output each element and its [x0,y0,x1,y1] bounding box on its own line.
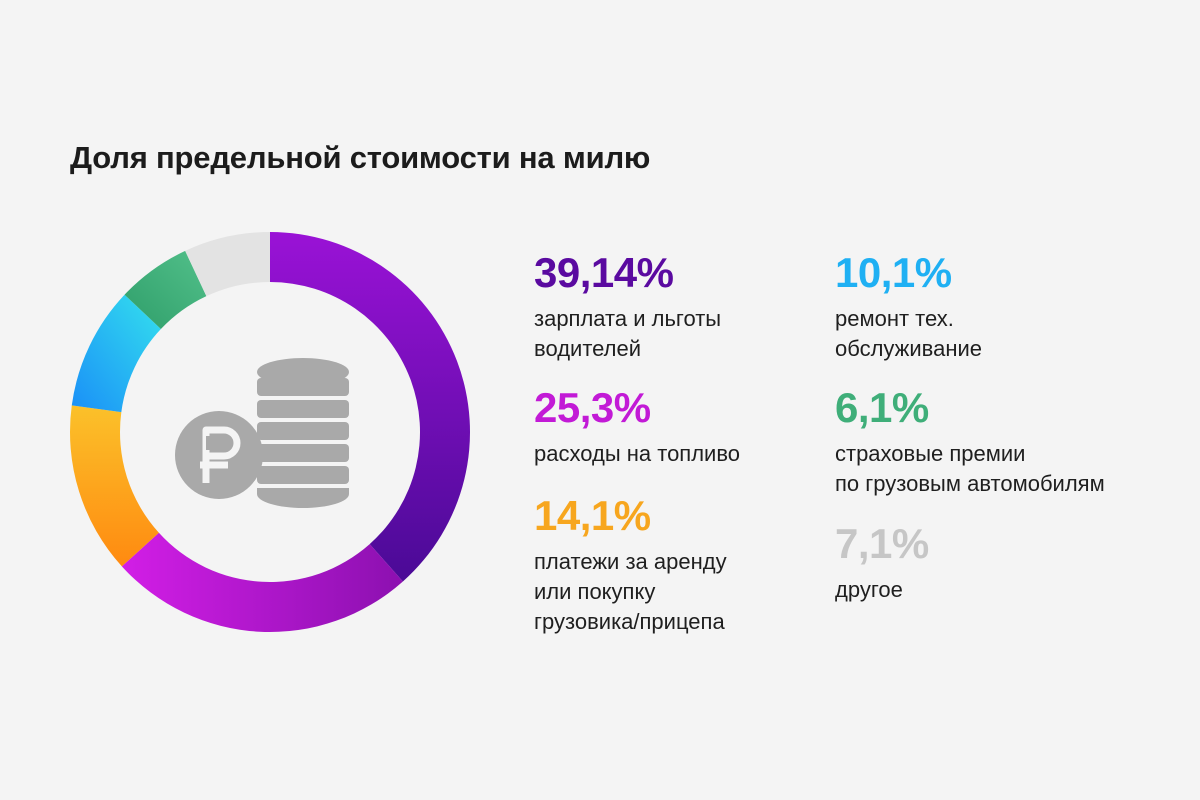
coin-stack-icon [257,358,349,508]
legend-item-salary: 39,14% зарплата и льготы водителей [534,252,721,364]
legend-value: 25,3% [534,384,651,431]
donut-slice-salary [270,232,470,582]
legend-item-repair: 10,1% ремонт тех. обслуживание [835,252,982,364]
donut-slice-lease [70,405,159,567]
donut-slice-repair [71,294,161,413]
legend-value: 39,14% [534,249,674,296]
donut-chart [70,232,470,632]
legend-item-insurance: 6,1% страховые премии по грузовым автомо… [835,387,1105,499]
legend-label: страховые премии по грузовым автомобилям [835,441,1105,496]
legend-value: 7,1% [835,520,929,567]
legend-label: ремонт тех. обслуживание [835,306,983,361]
legend-label: другое [835,577,903,602]
legend-item-lease: 14,1% платежи за аренду или покупку груз… [534,495,727,637]
legend-item-other: 7,1% другое [835,523,929,605]
ruble-coin-icon [175,411,263,499]
legend-label: платежи за аренду или покупку грузовика/… [534,549,727,634]
legend-value: 14,1% [534,492,651,539]
donut-slice-other [185,232,270,297]
legend-value: 10,1% [835,249,952,296]
legend-item-fuel: 25,3% расходы на топливо [534,387,740,469]
donut-slice-fuel [121,532,403,632]
legend-value: 6,1% [835,384,929,431]
chart-title: Доля предельной стоимости на милю [70,140,651,175]
donut-slice-insurance [124,250,207,330]
legend-label: зарплата и льготы водителей [534,306,722,361]
legend-label: расходы на топливо [534,441,741,466]
donut-slices [70,232,470,632]
